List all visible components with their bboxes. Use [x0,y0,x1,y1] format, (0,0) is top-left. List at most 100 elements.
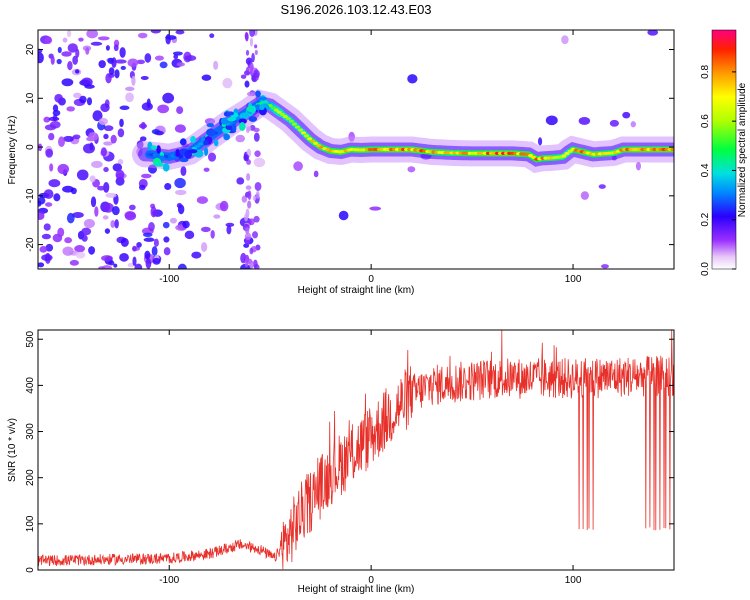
noise-blob [196,196,209,204]
noise-blob [141,173,152,179]
noise-blob [244,213,249,222]
noise-blob [191,251,202,259]
noise-blob [252,231,258,239]
noise-blob [83,218,95,229]
noise-blob [127,58,139,67]
noise-blob [159,61,168,69]
noise-blob [91,160,103,169]
noise-blob [90,196,97,208]
noise-blob [247,190,252,201]
noise-blob [111,57,117,68]
ridge-core-point [304,134,310,138]
noise-blob [246,173,251,181]
noise-blob [124,211,137,221]
noise-blob [248,218,255,226]
noise-blob [105,45,110,51]
noise-blob [143,237,155,242]
noise-blob [98,117,108,126]
noise-blob [647,30,659,36]
noise-blob [110,220,116,228]
y-tick-label: 20 [25,44,36,56]
noise-blob [369,206,382,211]
noise-blob [102,202,114,213]
noise-blob [150,30,161,34]
noise-blob [226,225,232,235]
noise-blob [62,246,74,256]
noise-blob [67,43,78,53]
x-tick-label: -100 [159,274,179,285]
noise-blob [79,95,87,104]
ridge-blob [190,136,196,143]
noise-blob [72,134,81,140]
noise-blob [48,179,61,188]
noise-blob [249,62,254,72]
ridge-blob [156,145,161,154]
noise-blob [169,217,177,224]
noise-blob [62,37,68,43]
noise-blob [201,74,212,81]
noise-blob [92,110,103,122]
noise-blob [132,245,137,252]
snr-x-axis-title: Height of straight line (km) [298,584,415,595]
noise-blob [219,200,229,212]
ridge-blob [203,139,209,146]
ridge-blob [179,157,189,163]
noise-blob [145,258,152,269]
noise-blob [240,74,247,79]
noise-blob [209,33,215,38]
noise-blob [213,214,221,219]
ridge-blob [258,96,267,101]
noise-blob [57,227,65,238]
noise-blob [151,246,158,257]
noise-blob [88,246,96,255]
noise-blob [210,230,215,239]
noise-blob [114,69,120,79]
noise-blob [245,49,250,56]
ridge-blob [179,138,187,146]
noise-blob [38,52,44,64]
noise-blob [173,54,179,59]
noise-blob [66,30,72,38]
noise-blob [162,92,175,104]
colorbar-tick-label: 0.0 [700,262,711,276]
noise-blob [108,67,115,75]
noise-blob [61,78,74,87]
snr-series-line [38,330,674,570]
noise-blob [81,227,92,236]
noise-blob [174,177,186,189]
noise-blob [74,245,86,253]
noise-blob [85,47,90,55]
noise-blob [184,55,197,61]
ridge-blob [206,128,216,137]
ridge-blob [155,162,164,167]
noise-blob [119,105,130,110]
noise-blob [176,106,184,115]
noise-blob [89,175,96,183]
noise-blob [101,255,113,262]
ridge-blob [162,163,170,172]
ridge-core-point [279,112,285,116]
noise-blob [253,264,260,269]
y-tick-label: 200 [25,469,36,486]
noise-blob [102,215,109,220]
noise-blob [578,116,591,125]
noise-blob [407,74,418,84]
noise-blob [244,232,252,241]
y-tick-label: 500 [25,330,36,347]
noise-blob [38,200,42,207]
noise-blob [245,185,252,190]
y-tick-label: 100 [25,515,36,532]
noise-blob [103,167,109,173]
noise-blob [254,181,262,192]
noise-blob [139,136,147,142]
noise-blob [141,102,153,111]
noise-blob [180,166,187,177]
noise-blob [81,234,88,242]
noise-blob [138,184,146,191]
ridge-core-point [561,154,567,158]
noise-blob [537,137,543,146]
ridge-blob [204,147,209,156]
noise-blob [253,157,266,168]
ridge-core-point [297,128,303,132]
noise-blob [97,185,106,191]
